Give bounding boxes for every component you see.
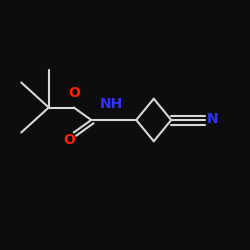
Text: NH: NH bbox=[100, 97, 123, 111]
Text: O: O bbox=[68, 86, 80, 100]
Text: O: O bbox=[63, 133, 75, 147]
Text: N: N bbox=[207, 112, 218, 126]
